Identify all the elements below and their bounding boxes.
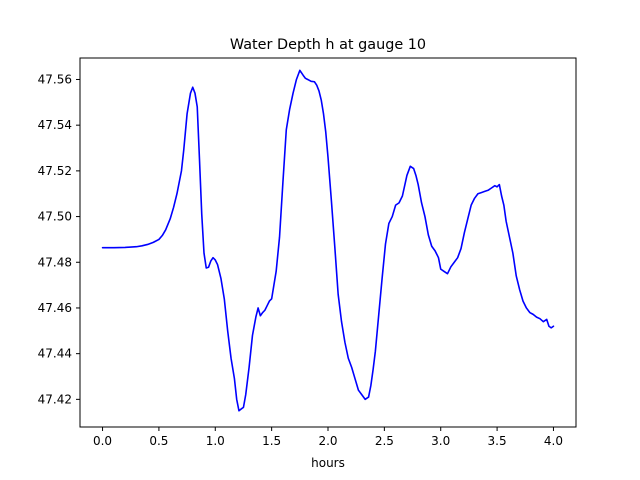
plot-area <box>80 58 576 427</box>
x-tick-label: 1.0 <box>206 434 225 448</box>
x-tick-label: 1.5 <box>262 434 281 448</box>
chart-title: Water Depth h at gauge 10 <box>230 37 426 53</box>
x-tick-label: 3.5 <box>488 434 507 448</box>
x-tick-label: 3.0 <box>431 434 450 448</box>
y-axis: 47.42 47.44 47.46 47.48 47.50 47.52 47.54 47.56 <box>38 72 80 406</box>
y-tick-label: 47.50 <box>38 210 72 224</box>
y-tick-label: 47.48 <box>38 255 72 269</box>
y-tick-label: 47.46 <box>38 301 72 315</box>
y-tick-label: 47.42 <box>38 392 72 406</box>
y-tick-label: 47.44 <box>38 347 72 361</box>
series-line-0 <box>101 69 555 412</box>
series-layer <box>101 69 555 412</box>
x-tick-label: 0.5 <box>149 434 168 448</box>
y-tick-label: 47.54 <box>38 118 72 132</box>
x-axis-label: hours <box>311 456 345 470</box>
x-axis: 0.0 0.5 1.0 1.5 2.0 2.5 3.0 3.5 4.0 <box>93 427 563 448</box>
y-tick-label: 47.52 <box>38 164 72 178</box>
y-tick-label: 47.56 <box>38 72 72 86</box>
x-tick-label: 0.0 <box>93 434 112 448</box>
x-tick-label: 4.0 <box>544 434 563 448</box>
x-tick-label: 2.5 <box>375 434 394 448</box>
plot-frame <box>79 57 577 428</box>
x-tick-label: 2.0 <box>318 434 337 448</box>
